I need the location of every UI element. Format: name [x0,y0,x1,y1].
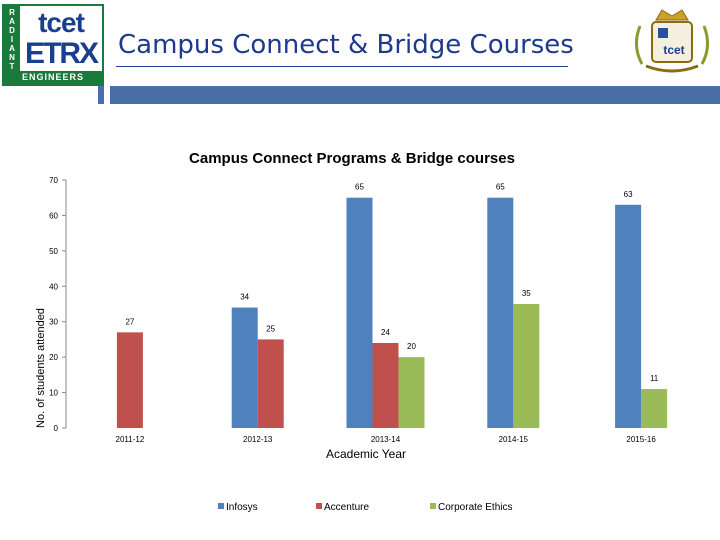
legend: Infosys Accenture Corporate Ethics [218,502,512,513]
legend-label: Accenture [324,502,369,513]
bar [346,197,373,428]
data-labels: 27 34 25 65 24 20 65 35 63 11 [125,183,658,383]
data-label: 24 [381,328,390,337]
x-tick-label: 2015-16 [626,435,656,444]
logo-side-letter: N [9,53,15,62]
x-tick-label: 2013-14 [371,435,401,444]
bar [372,342,399,428]
logo-side-letter: A [9,17,15,26]
header-bar-stub [98,86,104,104]
data-label: 25 [266,324,275,333]
y-tick-label: 10 [49,389,58,398]
data-label: 20 [407,342,416,351]
bar-chart: Campus Connect Programs & Bridge courses… [35,150,668,513]
data-label: 27 [125,317,134,326]
data-label: 65 [496,183,505,192]
legend-label: Infosys [226,502,258,513]
crest-text: tcet [663,43,684,57]
y-tick-label: 0 [54,424,59,433]
page-title: Campus Connect & Bridge Courses [118,30,574,60]
chart-title: Campus Connect Programs & Bridge courses [189,150,515,167]
y-tick-label: 20 [49,353,58,362]
bar [513,304,540,428]
bar [487,197,514,428]
logo-mid-text: ETRX [24,37,99,70]
y-tick-label: 30 [49,318,58,327]
data-label: 35 [522,289,531,298]
bar [231,307,258,428]
y-ticks: 0 10 20 30 40 50 60 70 [49,176,66,433]
y-tick-label: 70 [49,176,58,185]
x-tick-label: 2014-15 [499,435,529,444]
data-label: 63 [624,190,633,199]
logo-side-letter: D [9,26,15,35]
x-tick-label: 2011-12 [116,435,145,444]
header-bar [110,86,720,104]
x-tick-label: 2012-13 [243,435,273,444]
y-tick-label: 60 [49,211,58,220]
x-ticks: 2011-12 2012-13 2013-14 2014-15 2015-16 [116,435,657,444]
y-axis-label: No. of students attended [35,308,47,428]
logo-bottom-text: ENGINEERS [4,71,102,84]
title-underline [116,66,568,67]
y-tick-label: 40 [49,282,58,291]
logo-side-letter: R [9,8,15,17]
logo-side-letter: T [9,62,15,71]
tcet-crest-logo: tcet [635,9,709,73]
bar [398,357,425,428]
bar [641,389,668,428]
logo-side-letter: A [9,44,15,53]
logo-side-letter: I [10,35,14,44]
data-label: 65 [355,183,364,192]
legend-swatch [430,503,436,509]
logo-top-text: tcet [38,7,85,38]
legend-swatch [316,503,322,509]
bar [257,339,284,428]
legend-swatch [218,503,224,509]
bars [116,197,668,428]
legend-label: Corporate Ethics [438,502,512,513]
bar [116,332,143,428]
data-label: 11 [650,374,659,383]
x-axis-label: Academic Year [326,447,406,461]
data-label: 34 [240,293,249,302]
y-tick-label: 50 [49,247,58,256]
bar [615,204,642,428]
